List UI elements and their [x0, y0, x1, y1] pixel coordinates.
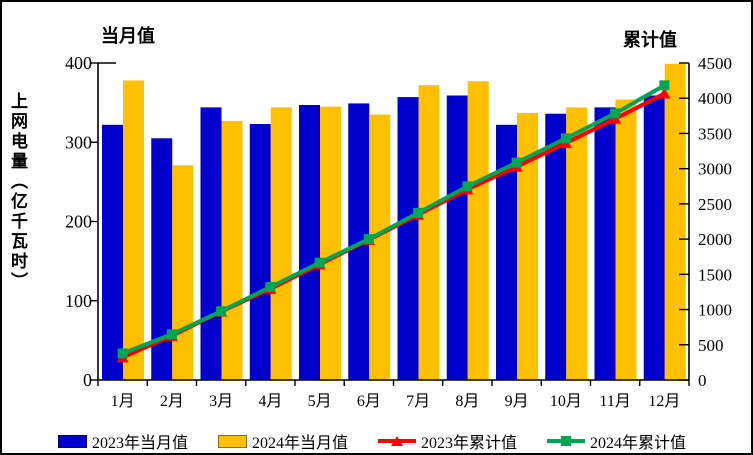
marker-square-2024年累计值-11月: [610, 108, 621, 119]
marker-square-2024年累计值-10月: [560, 133, 571, 144]
x-tick-label: 5月: [308, 393, 332, 410]
marker-square-2024年累计值-5月: [314, 257, 325, 268]
bar-2024年当月值-12月: [664, 63, 686, 380]
right-tick-label: 1500: [698, 265, 732, 284]
legend-label-2023-monthly: 2023年当月值: [92, 435, 189, 452]
right-tick-label: 1000: [698, 301, 732, 320]
legend-swatch-2024-cumulative: [547, 436, 586, 446]
marker-square-2024年累计值-9月: [511, 157, 522, 168]
bar-2024年当月值-1月: [123, 80, 144, 380]
x-tick-label: 12月: [648, 393, 680, 410]
bar-2024年当月值-4月: [270, 107, 292, 380]
right-tick-label: 4000: [698, 89, 732, 108]
triangle-marker-icon: [391, 436, 404, 446]
marker-square-2024年累计值-2月: [166, 329, 177, 340]
cumulative-line-2024年累计值: [121, 83, 666, 356]
marker-square-2024年累计值-3月: [216, 306, 227, 317]
legend-label-2023-cumulative: 2023年累计值: [421, 435, 518, 452]
bar-2023年当月值-5月: [299, 105, 320, 380]
legend-swatch-2023-monthly: [58, 434, 87, 448]
marker-square-2024年累计值-6月: [363, 234, 374, 245]
y-axis-label: 上网电量（亿千瓦时）: [8, 92, 27, 292]
marker-square-2024年累计值-12月: [659, 80, 670, 91]
bar-2023年当月值-3月: [200, 107, 222, 380]
marker-triangle-2023年累计值-12月: [658, 87, 671, 99]
bar-2023年当月值-1月: [102, 124, 123, 380]
plot-area: 4003002001000450040003500300025002000150…: [65, 53, 732, 410]
left-tick-label: 400: [65, 53, 92, 73]
bar-2023年当月值-11月: [594, 107, 616, 380]
bar-2023年当月值-8月: [446, 95, 468, 381]
x-tick-label: 10月: [550, 393, 582, 410]
bar-2024年当月值-3月: [221, 120, 243, 380]
x-tick-label: 11月: [599, 393, 630, 410]
bar-2024年当月值-2月: [172, 165, 194, 380]
legend-item-2023-monthly: 2023年当月值: [58, 429, 188, 453]
legend-item-2023-cumulative: 2023年累计值: [378, 429, 517, 453]
left-tick-label: 300: [65, 132, 92, 152]
right-tick-label: 2000: [698, 230, 732, 249]
right-tick-label: 0: [698, 371, 707, 390]
bar-2024年当月值-6月: [369, 114, 391, 380]
marker-square-2024年累计值-8月: [462, 181, 473, 192]
bar-2023年当月值-9月: [496, 124, 517, 380]
bar-2024年当月值-10月: [566, 107, 588, 380]
x-tick-label: 3月: [209, 393, 233, 410]
bar-2024年当月值-5月: [320, 106, 341, 381]
x-tick-label: 1月: [111, 393, 135, 410]
legend-label-2024-monthly: 2024年当月值: [252, 435, 349, 452]
left-tick-label: 200: [65, 212, 92, 232]
marker-square-2024年累计值-7月: [413, 207, 424, 218]
bar-2023年当月值-10月: [545, 113, 567, 380]
marker-square-2024年累计值-1月: [117, 348, 128, 359]
bar-2024年当月值-9月: [517, 112, 538, 381]
x-tick-label: 9月: [505, 393, 529, 410]
legend-label-2024-cumulative: 2024年累计值: [590, 435, 687, 452]
x-tick-label: 2月: [160, 393, 184, 410]
legend-swatch-2024-monthly: [218, 434, 248, 448]
bar-2023年当月值-12月: [643, 95, 665, 381]
bar-2024年当月值-8月: [467, 81, 489, 380]
marker-square-2024年累计值-4月: [265, 282, 276, 293]
bar-2023年当月值-4月: [249, 124, 271, 381]
right-tick-label: 4500: [698, 54, 732, 73]
x-tick-label: 8月: [455, 393, 479, 410]
legend-item-2024-cumulative: 2024年累计值: [547, 429, 686, 453]
right-axis-title: 累计值: [623, 30, 677, 50]
bar-2023年当月值-6月: [348, 103, 370, 380]
legend-item-2024-monthly: 2024年当月值: [218, 429, 348, 453]
bar-2024年当月值-7月: [418, 85, 440, 380]
bar-2023年当月值-2月: [151, 138, 173, 380]
right-tick-label: 500: [698, 336, 724, 355]
legend: 2023年当月值 2024年当月值 2023年累计值 2024年累计值: [58, 429, 686, 453]
right-tick-label: 3000: [698, 160, 732, 179]
x-tick-label: 4月: [258, 393, 282, 410]
bar-2023年当月值-7月: [397, 97, 419, 380]
right-tick-label: 3500: [698, 124, 732, 143]
legend-swatch-2023-cumulative: [378, 436, 417, 446]
left-axis-title: 当月值: [101, 26, 155, 46]
left-tick-label: 0: [83, 370, 92, 390]
left-tick-label: 100: [65, 291, 92, 311]
x-tick-label: 7月: [406, 393, 430, 410]
square-marker-icon: [561, 436, 572, 446]
right-tick-label: 2500: [698, 195, 732, 214]
bar-2024年当月值-11月: [615, 99, 637, 380]
x-tick-label: 6月: [357, 393, 381, 410]
